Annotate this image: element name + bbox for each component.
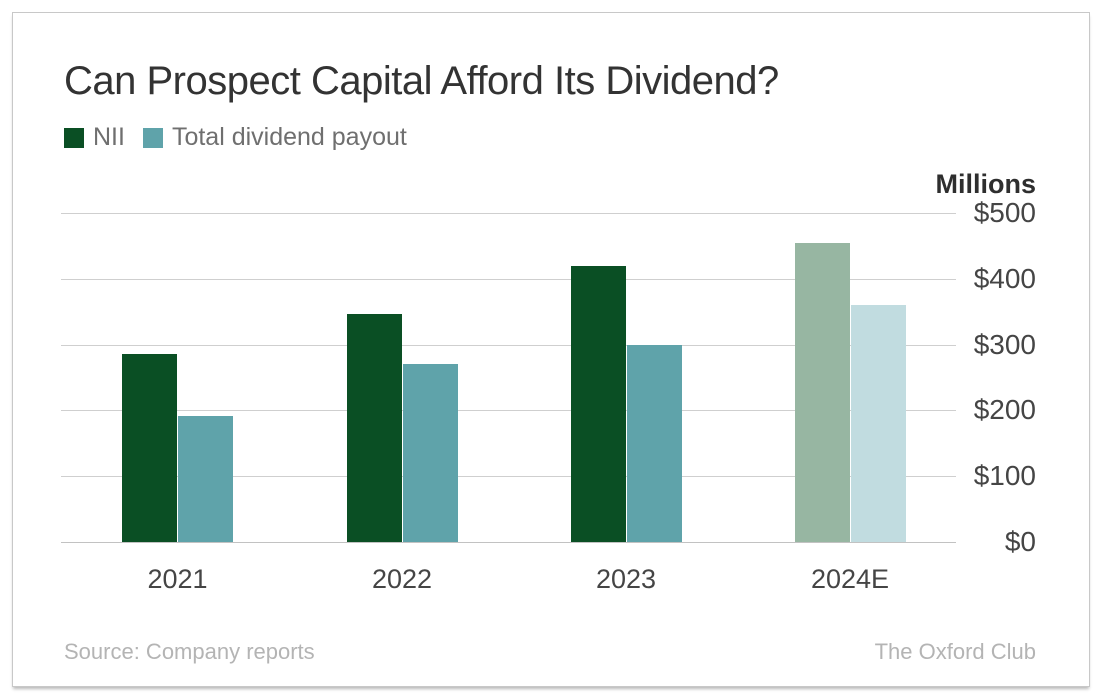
bar-nii-2023 [570, 265, 626, 542]
y-axis-ticks: $500 $400 $300 $200 $100 $0 [916, 197, 1036, 557]
x-axis-label-2024e: 2024E [810, 564, 890, 594]
y-axis-unit-label: Millions [935, 169, 1037, 199]
brand-label: The Oxford Club [874, 639, 1036, 664]
source-note: Source: Company reports [64, 639, 315, 664]
chart-card: Can Prospect Capital Afford Its Dividend… [12, 12, 1090, 687]
legend-label-nii: NII [93, 123, 125, 151]
bar-group-2022 [346, 213, 458, 542]
bar-group-2024e [794, 213, 906, 542]
y-tick-label-400: $400 [973, 262, 1036, 294]
chart-title: Can Prospect Capital Afford Its Dividend… [64, 59, 779, 103]
bar-dividend-payout-2024e [850, 305, 906, 542]
bar-nii-2021 [122, 354, 177, 542]
bar-group-2023 [570, 213, 682, 542]
x-axis-label-2023: 2023 [595, 564, 657, 594]
gridline-200 [61, 410, 956, 412]
legend-label-dividend-payout: Total dividend payout [171, 123, 407, 151]
legend-swatch-nii [64, 127, 84, 148]
y-tick-label-300: $300 [973, 328, 1036, 360]
y-tick-label-200: $200 [973, 394, 1036, 426]
bar-group-2021 [122, 213, 233, 542]
gridline-400 [61, 278, 956, 280]
footer: Source: Company reports The Oxford Club [64, 639, 1036, 665]
legend-swatch-dividend-payout [142, 127, 163, 148]
gridline-500 [61, 213, 956, 214]
plot-area [61, 213, 956, 543]
legend-item-dividend-payout: Total dividend payout [142, 123, 407, 152]
y-tick-label-0: $0 [1004, 526, 1036, 557]
bar-dividend-payout-2022 [402, 364, 458, 542]
bar-dividend-payout-2021 [178, 415, 233, 542]
gridline-100 [61, 476, 956, 478]
bar-nii-2022 [346, 314, 402, 542]
y-tick-label-500: $500 [973, 197, 1036, 228]
x-axis-label-2022: 2022 [371, 564, 433, 594]
x-axis: 2021 2022 2023 2024E [61, 564, 956, 598]
legend: NII Total dividend payout [64, 123, 407, 152]
gridline-0 [61, 542, 956, 543]
y-tick-label-100: $100 [973, 460, 1036, 492]
legend-item-nii: NII [64, 123, 125, 152]
bar-nii-2024e [794, 242, 850, 542]
x-axis-label-2021: 2021 [147, 564, 208, 594]
bar-dividend-payout-2023 [626, 344, 682, 542]
gridline-300 [61, 344, 956, 346]
